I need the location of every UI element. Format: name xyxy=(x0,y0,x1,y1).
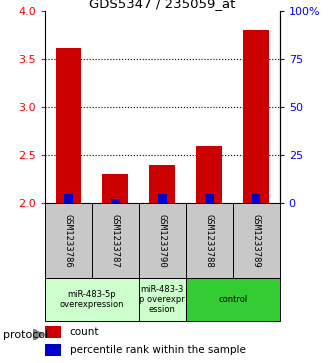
Bar xyxy=(196,146,222,203)
Bar xyxy=(45,344,61,356)
Bar xyxy=(252,193,260,203)
Title: GDS5347 / 235059_at: GDS5347 / 235059_at xyxy=(89,0,235,10)
Bar xyxy=(103,175,128,203)
Bar xyxy=(64,193,73,203)
Bar xyxy=(243,30,269,203)
Bar xyxy=(111,199,120,203)
Bar xyxy=(186,203,233,278)
Text: GSM1233786: GSM1233786 xyxy=(64,213,73,268)
Bar xyxy=(139,278,186,321)
Text: control: control xyxy=(218,295,247,304)
Bar xyxy=(56,48,81,203)
Text: GSM1233787: GSM1233787 xyxy=(111,213,120,268)
Bar xyxy=(139,203,186,278)
Text: miR-483-5p
overexpression: miR-483-5p overexpression xyxy=(60,290,124,309)
Bar xyxy=(158,193,166,203)
Text: percentile rank within the sample: percentile rank within the sample xyxy=(70,345,245,355)
Bar xyxy=(233,203,280,278)
Bar xyxy=(92,203,139,278)
Bar xyxy=(45,203,92,278)
Bar xyxy=(186,278,280,321)
Text: GSM1233790: GSM1233790 xyxy=(158,213,167,268)
Bar xyxy=(205,193,213,203)
Bar xyxy=(45,326,61,338)
Text: GSM1233788: GSM1233788 xyxy=(205,213,214,268)
Bar xyxy=(45,278,139,321)
Text: miR-483-3
p overexpr
ession: miR-483-3 p overexpr ession xyxy=(140,285,185,314)
Polygon shape xyxy=(33,329,43,340)
Text: GSM1233789: GSM1233789 xyxy=(252,213,261,268)
Text: count: count xyxy=(70,327,99,337)
Bar xyxy=(150,165,175,203)
Text: protocol: protocol xyxy=(3,330,49,340)
